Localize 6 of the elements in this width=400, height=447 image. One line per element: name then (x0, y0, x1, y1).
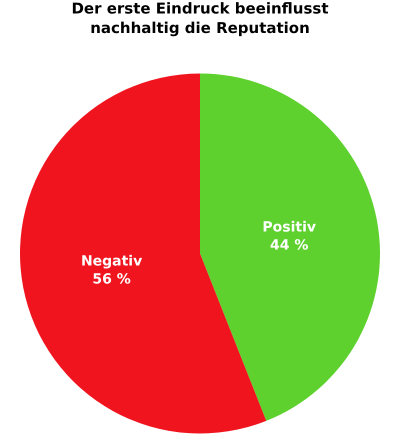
slice-label: Negativ (80, 253, 142, 270)
chart-title: Der erste Eindruck beeinflusst nachhaltig die Reputation (71, 0, 329, 37)
pie-slice (200, 74, 380, 421)
data-label: 56 % (92, 271, 131, 288)
data-label: 44 % (270, 238, 308, 254)
slice-label: Positiv (262, 219, 316, 236)
